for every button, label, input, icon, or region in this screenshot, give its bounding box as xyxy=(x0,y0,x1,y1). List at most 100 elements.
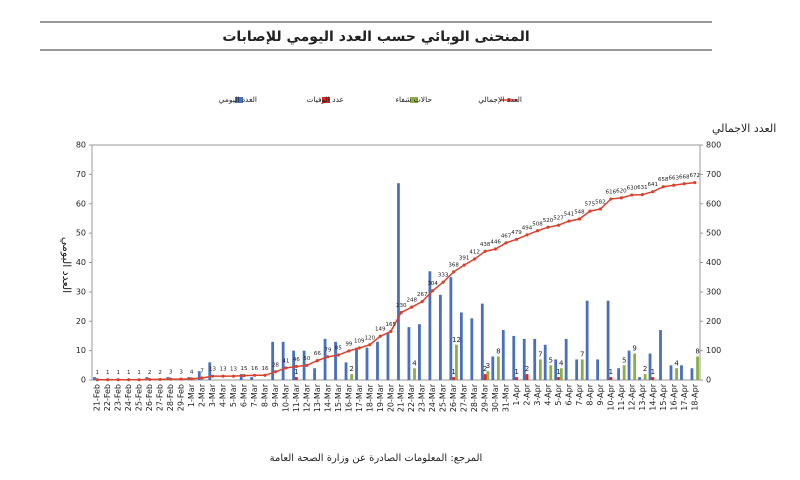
line-point xyxy=(158,377,162,382)
line-point xyxy=(210,374,215,378)
x-tick-label: 19-Mar xyxy=(376,383,385,412)
line-value-label: 13 xyxy=(209,367,216,373)
x-tick-label: 2-Mar xyxy=(198,383,207,407)
bar xyxy=(554,359,558,380)
x-tick-label: 28-Mar xyxy=(470,383,479,412)
line-point xyxy=(588,209,592,213)
line-value-label: 548 xyxy=(574,210,585,216)
bar-value-label: 7 xyxy=(538,350,542,358)
x-tick-label: 3-Apr xyxy=(533,383,542,405)
y-tick-label: 0 xyxy=(81,376,86,385)
line-value-label: 582 xyxy=(595,200,606,206)
bar xyxy=(239,374,243,380)
line-value-label: 620 xyxy=(616,188,627,194)
bar xyxy=(145,377,149,380)
bar-value-label: 3 xyxy=(486,362,490,370)
line-value-label: 3 xyxy=(169,370,173,376)
bar xyxy=(197,371,201,380)
line-value-label: 85 xyxy=(335,346,342,352)
bar xyxy=(648,353,652,380)
bar-value-label: 2 xyxy=(349,365,353,373)
legend-label: العدد اليومي xyxy=(219,95,257,104)
x-tick-label: 14-Mar xyxy=(323,383,332,412)
line-point xyxy=(462,263,466,267)
bar xyxy=(250,377,254,380)
line-point xyxy=(535,229,540,233)
line-value-label: 109 xyxy=(354,338,365,344)
line-value-label: 16 xyxy=(261,366,268,372)
line-point xyxy=(221,374,225,378)
line-point xyxy=(493,247,498,251)
bar xyxy=(622,365,626,380)
line-point xyxy=(179,377,183,381)
x-tick-label: 15-Apr xyxy=(659,383,668,410)
x-tick-label: 17-Mar xyxy=(355,383,364,412)
bar-value-label: 1 xyxy=(514,368,518,376)
bar-value-label: 5 xyxy=(549,356,553,364)
line-value-label: 541 xyxy=(564,212,575,218)
legend-swatch xyxy=(507,98,511,102)
x-tick-label: 23-Feb xyxy=(114,384,123,411)
bar xyxy=(355,347,358,380)
line-point xyxy=(148,377,152,382)
x-tick-label: 26-Mar xyxy=(449,383,458,412)
x-tick-label: 8-Mar xyxy=(260,383,269,407)
bar xyxy=(470,318,474,380)
bar xyxy=(609,377,613,380)
x-tick-label: 9-Apr xyxy=(596,383,605,405)
bar xyxy=(397,183,400,380)
line-value-label: 7 xyxy=(200,368,204,374)
line-point xyxy=(200,376,204,380)
line xyxy=(97,181,695,381)
line-point xyxy=(682,182,686,186)
line-point xyxy=(651,190,655,194)
line-value-label: 165 xyxy=(386,322,397,328)
x-tick-label: 13-Mar xyxy=(313,383,322,412)
line-point xyxy=(263,373,267,377)
line-point xyxy=(336,353,340,357)
legend-label: حالات شفاء xyxy=(395,95,432,104)
line-point xyxy=(473,257,477,261)
line-value-label: 267 xyxy=(417,292,428,298)
legend-swatch xyxy=(322,97,330,103)
bar xyxy=(543,344,547,380)
x-tick-label: 29-Mar xyxy=(481,383,490,412)
bar xyxy=(696,356,699,380)
line-point xyxy=(315,359,319,363)
line-value-label: 630 xyxy=(627,185,638,191)
bar xyxy=(585,300,589,380)
line-point xyxy=(242,373,246,378)
line-point xyxy=(378,334,382,338)
line-point xyxy=(504,241,508,245)
line-value-label: 79 xyxy=(324,347,331,353)
line-point xyxy=(399,310,403,315)
line-value-label: 46 xyxy=(293,357,300,363)
bar xyxy=(386,333,390,380)
line-point xyxy=(567,219,571,223)
line-value-label: 658 xyxy=(658,177,669,183)
line-point xyxy=(441,280,445,284)
bar xyxy=(418,324,421,380)
line-value-label: 120 xyxy=(365,335,376,341)
line-value-label: 1 xyxy=(95,370,99,376)
chart-title: المنحنى الوبائي حسب العدد اليومي للإصابا… xyxy=(222,29,529,45)
line-value-label: 41 xyxy=(282,358,289,364)
x-tick-label: 1-Mar xyxy=(187,383,196,407)
line-point xyxy=(305,363,309,367)
bar xyxy=(633,353,637,380)
bar xyxy=(480,303,484,380)
x-tick-label: 4-Mar xyxy=(219,383,228,407)
bar-value-label: 1 xyxy=(651,368,655,376)
x-tick-label: 11-Mar xyxy=(292,383,301,412)
bar-value-label: 4 xyxy=(559,359,564,367)
bar xyxy=(564,338,568,380)
y2-tick-label: 800 xyxy=(706,141,721,150)
y2-tick-label: 500 xyxy=(706,229,721,238)
line-point xyxy=(525,233,529,237)
line-point xyxy=(452,270,456,274)
line-value-label: 527 xyxy=(553,216,564,222)
line-value-label: 15 xyxy=(241,366,248,372)
bar-value-label: 1 xyxy=(556,368,560,376)
bar xyxy=(491,356,495,380)
legend-label: عدد الوفيات xyxy=(306,95,344,104)
